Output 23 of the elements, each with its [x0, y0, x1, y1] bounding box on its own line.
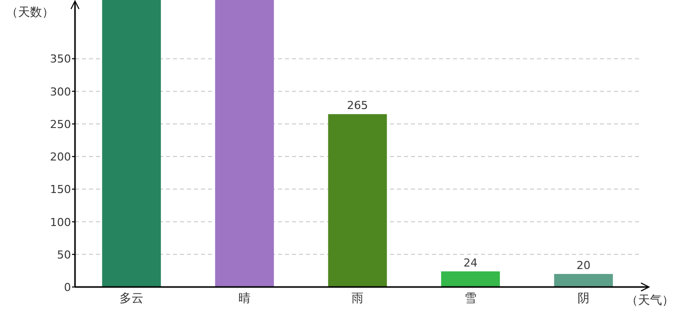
data-label: 265: [347, 99, 368, 112]
y-tick-label: 150: [50, 183, 71, 196]
y-tick-label: 100: [50, 216, 71, 229]
data-label: 20: [576, 258, 590, 272]
x-tick-label: 阴: [578, 291, 590, 305]
x-tick-label: 雨: [352, 291, 364, 305]
y-tick-label: 0: [64, 281, 71, 294]
x-tick-label: 多云: [120, 291, 144, 305]
y-tick-label: 300: [50, 85, 71, 98]
y-tick-label: 350: [50, 52, 71, 66]
y-tick-label: 50: [57, 248, 71, 262]
bar: [554, 274, 613, 287]
bar: [441, 271, 500, 287]
bar: [215, 0, 274, 287]
bar: [102, 0, 161, 287]
y-tick-label: 250: [50, 118, 71, 131]
x-axis-title: （天气）: [626, 293, 674, 307]
x-tick-label: 晴: [238, 291, 250, 305]
bar: [328, 114, 387, 287]
y-axis-title: （天数）: [6, 5, 54, 19]
y-tick-label: 200: [50, 150, 71, 164]
data-label: 24: [464, 256, 478, 270]
x-tick-label: 雪: [464, 291, 476, 305]
